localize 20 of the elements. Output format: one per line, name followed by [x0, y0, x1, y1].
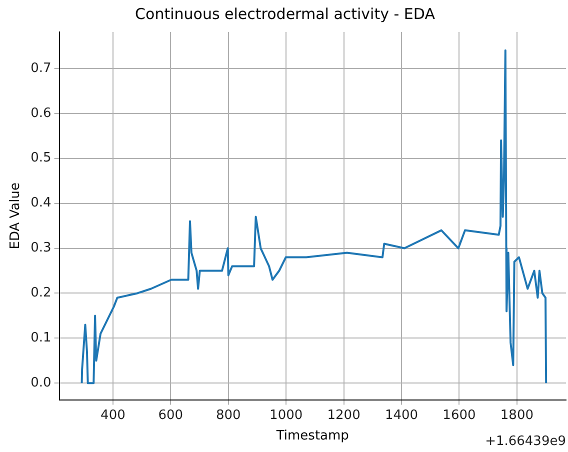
- x-tick-label: 1200: [327, 408, 360, 423]
- x-tick-label: 600: [158, 408, 184, 423]
- y-axis-title: EDA Value: [8, 182, 24, 250]
- x-axis-title: Timestamp: [275, 428, 349, 444]
- y-tick-label: 0.3: [30, 240, 52, 256]
- x-tick-label: 1800: [500, 408, 534, 423]
- y-tick-label: 0.4: [30, 196, 52, 211]
- chart-title: Continuous electrodermal activity - EDA: [135, 4, 436, 23]
- y-tick-label: 0.6: [30, 106, 52, 121]
- text: +1.66439e9: [485, 434, 566, 449]
- x-tick-label: 1600: [442, 408, 476, 423]
- y-tick-label: 0.7: [30, 60, 52, 76]
- x-tick-label: 1400: [384, 408, 418, 423]
- y-tick-label: 0.0: [30, 376, 52, 391]
- y-tick-label: 0.2: [30, 286, 52, 301]
- x-tick-label: 800: [216, 408, 241, 423]
- x-tick-label: 400: [100, 408, 126, 423]
- y-tick-label: 0.1: [30, 330, 52, 346]
- x-tick-label: 1000: [270, 408, 303, 423]
- y-tick-label: 0.5: [30, 150, 52, 166]
